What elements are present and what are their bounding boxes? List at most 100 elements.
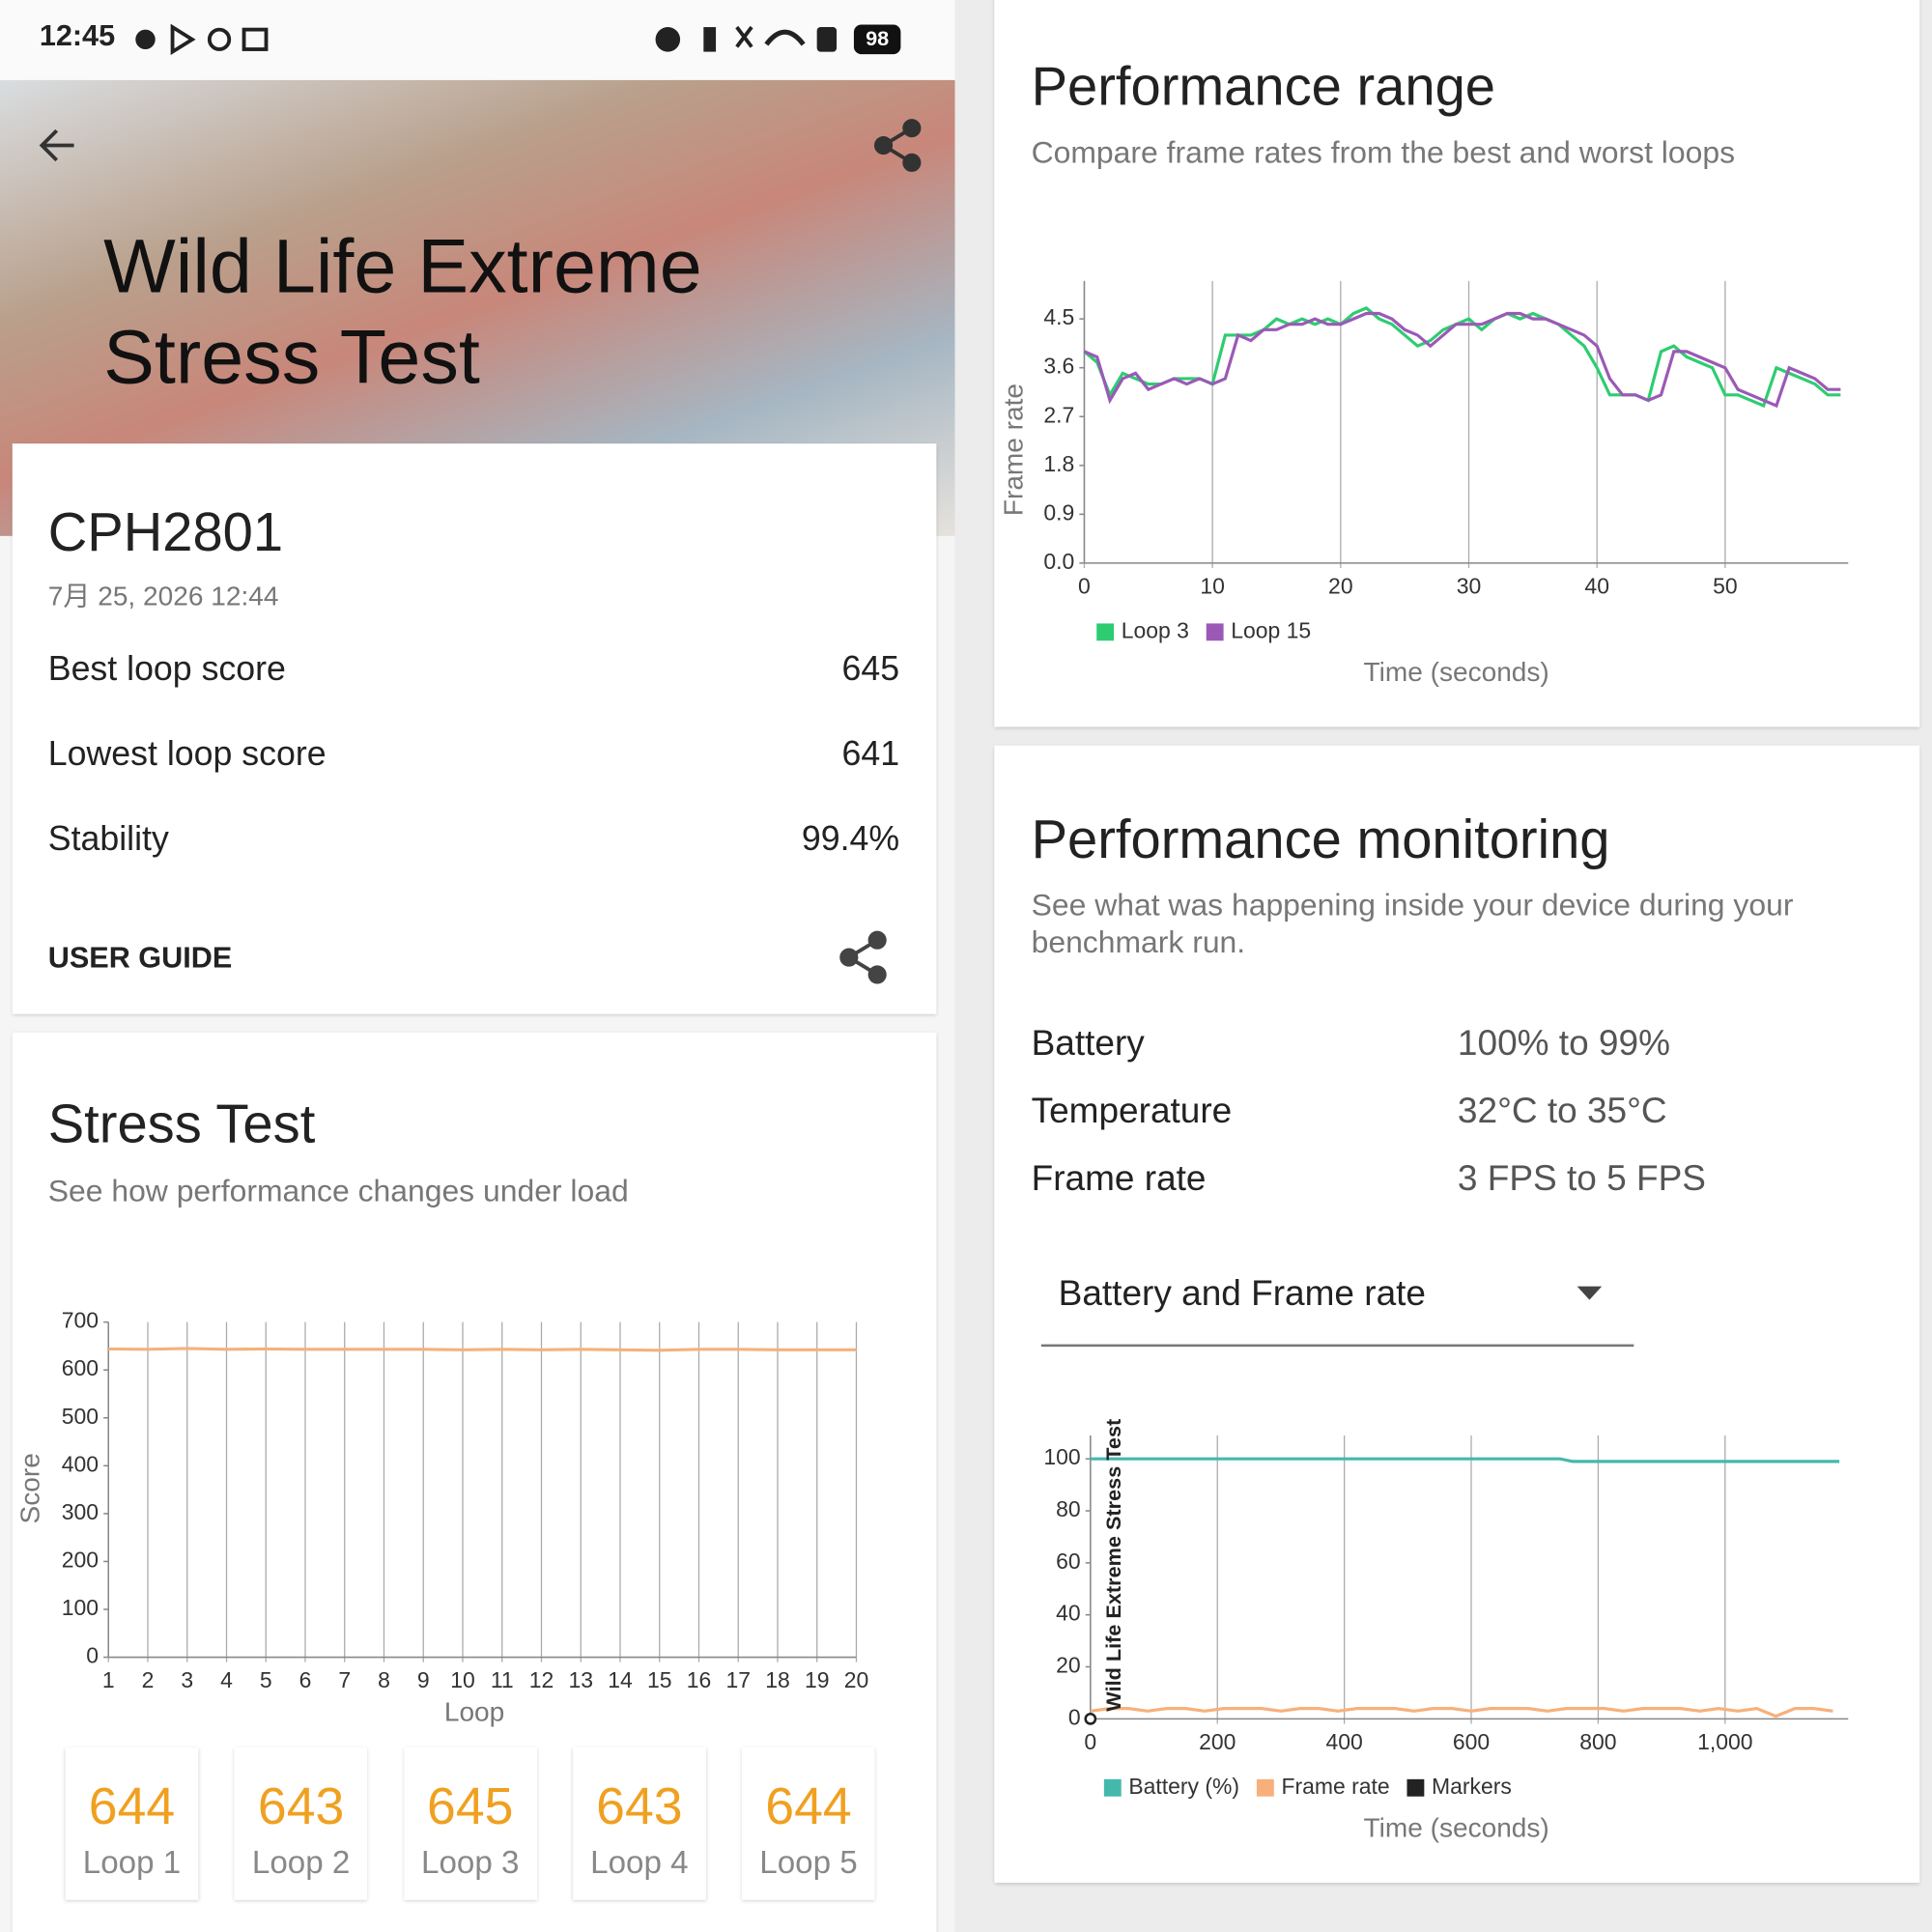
y-tick-label: 60 — [1056, 1548, 1081, 1574]
row-label: Stability — [47, 819, 169, 858]
device-name: CPH2801 — [47, 502, 284, 563]
loop-label: Loop 2 — [251, 1843, 351, 1881]
loop-tile: 644 Loop 1 — [65, 1747, 199, 1900]
card-subtitle: Compare frame rates from the best and wo… — [1031, 135, 1736, 171]
y-tick-label: 3.6 — [1043, 354, 1074, 379]
x-tick-label: 40 — [1584, 573, 1609, 598]
row-value: 641 — [841, 734, 900, 773]
legend-label: Loop 15 — [1231, 617, 1311, 642]
x-tick-label: 2 — [142, 1667, 155, 1692]
row-value: 100% to 99% — [1457, 1023, 1670, 1064]
y-tick-label: 200 — [62, 1547, 99, 1572]
x-tick-label: 11 — [491, 1667, 514, 1692]
x-tick-label: 0 — [1084, 1729, 1096, 1754]
y-tick-label: 40 — [1056, 1601, 1081, 1626]
y-tick-label: 600 — [62, 1355, 99, 1380]
x-tick-label: 30 — [1457, 573, 1482, 598]
x-tick-label: 800 — [1579, 1729, 1616, 1754]
legend-label: Markers — [1432, 1774, 1512, 1799]
loop-tile: 643 Loop 4 — [572, 1747, 706, 1900]
legend-label: Frame rate — [1281, 1774, 1389, 1799]
x-tick-label: 19 — [805, 1667, 830, 1692]
y-tick-label: 0.9 — [1043, 499, 1074, 525]
x-tick-label: 20 — [1328, 573, 1353, 598]
share-result-button[interactable] — [839, 930, 887, 984]
legend-label: Battery (%) — [1128, 1774, 1239, 1799]
x-tick-label: 16 — [687, 1667, 712, 1692]
x-tick-label: 20 — [844, 1667, 869, 1692]
y-tick-label: 2.7 — [1043, 402, 1074, 427]
x-tick-label: 18 — [765, 1667, 790, 1692]
x-tick-label: 1,000 — [1697, 1729, 1752, 1754]
y-tick-label: 80 — [1056, 1496, 1081, 1521]
loop-label: Loop 1 — [82, 1843, 182, 1881]
x-tick-label: 400 — [1325, 1729, 1362, 1754]
y-axis-label: Score — [15, 1453, 45, 1523]
summary-card — [12, 443, 937, 1014]
x-tick-label: 10 — [1200, 573, 1225, 598]
legend-swatch — [1406, 1778, 1425, 1797]
row-label: Temperature — [1031, 1092, 1233, 1131]
loop-score: 645 — [427, 1776, 514, 1835]
x-axis-label: Time (seconds) — [1364, 1813, 1549, 1843]
loop-label: Loop 4 — [590, 1843, 689, 1881]
loop-tile: 643 Loop 2 — [234, 1747, 368, 1900]
loop-score: 644 — [765, 1776, 852, 1835]
series-line — [108, 1347, 857, 1352]
x-tick-label: 7 — [338, 1667, 351, 1692]
status-bar — [0, 0, 955, 80]
series-line — [1083, 311, 1841, 409]
y-tick-label: 500 — [62, 1404, 99, 1429]
y-tick-label: 100 — [1043, 1444, 1080, 1469]
marker-label: Wild Life Extreme Stress Test — [1101, 1419, 1125, 1712]
legend-swatch — [1256, 1778, 1274, 1797]
y-axis-label: Frame rate — [998, 384, 1028, 516]
legend-swatch — [1206, 623, 1224, 641]
x-tick-label: 9 — [417, 1667, 430, 1692]
status-icons — [135, 23, 838, 56]
x-tick-label: 6 — [299, 1667, 312, 1692]
row-value: 99.4% — [801, 819, 900, 858]
y-tick-label: 0 — [1068, 1704, 1081, 1729]
x-tick-label: 15 — [647, 1667, 672, 1692]
status-time: 12:45 — [39, 19, 116, 53]
dropdown[interactable] — [1040, 1263, 1634, 1348]
y-tick-label: 300 — [62, 1499, 99, 1524]
x-tick-label: 0 — [1078, 573, 1091, 598]
loop-tile: 645 Loop 3 — [403, 1747, 537, 1900]
x-tick-label: 10 — [450, 1667, 475, 1692]
y-tick-label: 20 — [1056, 1653, 1081, 1678]
x-tick-label: 13 — [568, 1667, 593, 1692]
test-date: 7月 25, 2026 12:44 — [47, 580, 279, 611]
x-tick-label: 200 — [1199, 1729, 1236, 1754]
header-title: Wild Life Extreme Stress Test — [103, 224, 702, 401]
card-title: Performance range — [1031, 56, 1496, 118]
y-tick-label: 400 — [62, 1451, 99, 1476]
x-tick-label: 12 — [529, 1667, 554, 1692]
legend-label: Loop 3 — [1122, 617, 1189, 642]
user-guide-button[interactable]: USER GUIDE — [47, 941, 233, 975]
y-tick-label: 1.8 — [1043, 451, 1074, 476]
row-label: Lowest loop score — [47, 734, 327, 773]
y-tick-label: 100 — [62, 1595, 99, 1620]
back-button[interactable] — [39, 128, 74, 162]
y-tick-label: 0.0 — [1043, 549, 1074, 574]
share-button[interactable] — [873, 119, 922, 172]
range-card — [994, 0, 1920, 727]
row-label: Battery — [1031, 1023, 1145, 1064]
card-subtitle: See what was happening inside your devic… — [1031, 888, 1794, 960]
card-title: Performance monitoring — [1031, 810, 1610, 870]
y-tick-label: 4.5 — [1043, 304, 1074, 329]
row-label: Frame rate — [1031, 1159, 1207, 1200]
loop-label: Loop 5 — [759, 1843, 858, 1881]
y-tick-label: 0 — [86, 1643, 99, 1668]
card-title: Stress Test — [47, 1094, 316, 1155]
x-tick-label: 8 — [378, 1667, 390, 1692]
x-tick-label: 17 — [725, 1667, 751, 1692]
x-tick-label: 14 — [608, 1667, 633, 1692]
dropdown-arrow[interactable] — [1577, 1286, 1603, 1300]
row-value: 32°C to 35°C — [1457, 1092, 1667, 1131]
